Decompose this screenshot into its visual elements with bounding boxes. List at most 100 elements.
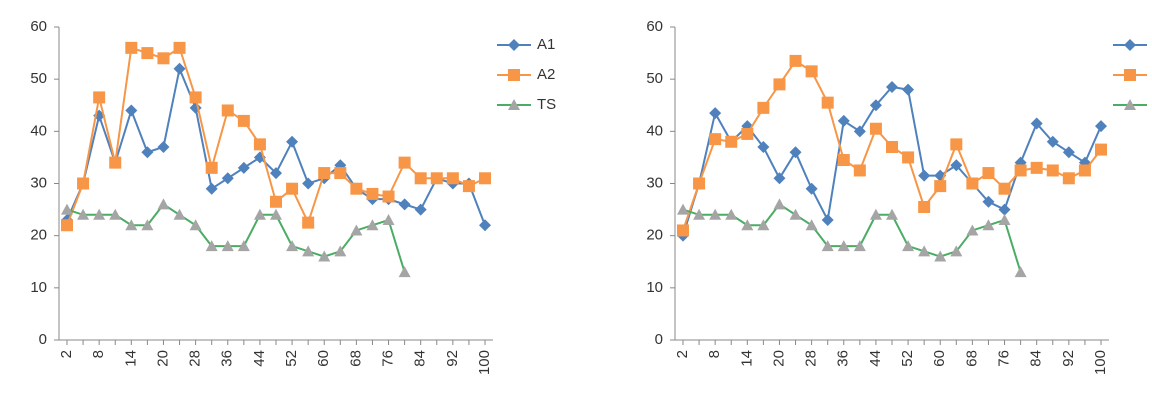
y-tick-label: 30 bbox=[30, 174, 47, 191]
point bbox=[805, 65, 818, 78]
x-tick-label: 36 bbox=[219, 350, 236, 367]
point bbox=[757, 219, 770, 231]
point bbox=[902, 240, 915, 252]
point bbox=[173, 41, 186, 54]
point bbox=[1095, 120, 1107, 133]
x-tick-label: 84 bbox=[412, 350, 429, 367]
point bbox=[789, 54, 802, 67]
x-tick-label: 68 bbox=[963, 350, 980, 367]
series-line bbox=[66, 203, 406, 273]
point bbox=[709, 208, 722, 220]
point bbox=[1014, 266, 1027, 278]
point bbox=[805, 219, 818, 231]
y-tick-label: 0 bbox=[39, 331, 47, 348]
point bbox=[902, 151, 915, 164]
point bbox=[982, 219, 995, 231]
point bbox=[141, 47, 154, 60]
point bbox=[221, 240, 234, 252]
x-tick-label: 92 bbox=[1060, 350, 1077, 367]
point bbox=[1095, 143, 1107, 156]
point bbox=[125, 41, 138, 54]
point bbox=[350, 182, 363, 195]
legend-label: A1 bbox=[537, 36, 555, 53]
point bbox=[382, 190, 395, 203]
point bbox=[205, 182, 218, 195]
point bbox=[398, 266, 411, 278]
point bbox=[414, 172, 427, 185]
point bbox=[414, 203, 427, 216]
point bbox=[205, 161, 218, 174]
point bbox=[366, 187, 379, 200]
point bbox=[157, 52, 170, 65]
point bbox=[693, 208, 706, 220]
point bbox=[302, 177, 315, 190]
point bbox=[398, 156, 411, 169]
point bbox=[350, 224, 363, 236]
y-tick-label: 10 bbox=[646, 279, 663, 296]
legend-marker bbox=[1124, 69, 1136, 81]
x-tick-label: 28 bbox=[187, 350, 204, 367]
point bbox=[318, 167, 331, 180]
x-tick-label: 8 bbox=[90, 350, 107, 358]
point bbox=[1030, 161, 1043, 174]
point bbox=[677, 224, 689, 237]
x-tick-label: 100 bbox=[1092, 350, 1109, 375]
point bbox=[886, 208, 898, 220]
point bbox=[189, 219, 202, 231]
x-tick-label: 60 bbox=[315, 350, 332, 367]
x-tick-label: 84 bbox=[1028, 350, 1045, 367]
x-tick-label: 52 bbox=[283, 350, 300, 367]
point bbox=[382, 214, 395, 226]
point bbox=[805, 182, 818, 195]
y-tick-label: 50 bbox=[30, 70, 47, 87]
point bbox=[918, 245, 931, 257]
y-tick-label: 30 bbox=[646, 174, 663, 191]
y-tick-label: 20 bbox=[30, 227, 47, 244]
x-tick-label: 20 bbox=[154, 350, 171, 367]
point bbox=[677, 203, 689, 215]
point bbox=[886, 140, 898, 153]
point bbox=[77, 177, 90, 190]
point bbox=[157, 140, 170, 153]
point bbox=[966, 177, 979, 190]
point bbox=[998, 214, 1011, 226]
point bbox=[1030, 117, 1043, 130]
point bbox=[773, 78, 786, 91]
x-tick-label: 14 bbox=[122, 350, 139, 367]
point bbox=[934, 180, 947, 193]
point bbox=[479, 172, 491, 185]
legend-label: A2 bbox=[537, 66, 555, 83]
point bbox=[318, 250, 331, 262]
x-tick-label: 36 bbox=[835, 350, 852, 367]
point bbox=[141, 146, 154, 159]
x-tick-label: 92 bbox=[444, 350, 461, 367]
point bbox=[1062, 146, 1075, 159]
legend-marker bbox=[508, 39, 520, 51]
point bbox=[77, 208, 90, 220]
point bbox=[757, 140, 770, 153]
point bbox=[725, 208, 738, 220]
point bbox=[221, 172, 234, 185]
point bbox=[270, 167, 282, 180]
point bbox=[479, 219, 491, 232]
point bbox=[886, 80, 898, 93]
point bbox=[741, 219, 754, 231]
point bbox=[757, 101, 770, 114]
legend-marker bbox=[508, 69, 520, 81]
point bbox=[141, 219, 154, 231]
point bbox=[157, 198, 170, 210]
y-tick-label: 40 bbox=[646, 122, 663, 139]
point bbox=[837, 114, 850, 127]
point bbox=[205, 240, 218, 252]
point bbox=[270, 195, 282, 208]
point bbox=[950, 245, 963, 257]
y-tick-label: 60 bbox=[646, 18, 663, 35]
x-tick-label: 2 bbox=[58, 350, 75, 358]
point bbox=[918, 169, 931, 182]
point bbox=[789, 146, 802, 159]
point bbox=[125, 219, 138, 231]
legend-label: TS bbox=[537, 96, 556, 113]
point bbox=[237, 114, 250, 127]
